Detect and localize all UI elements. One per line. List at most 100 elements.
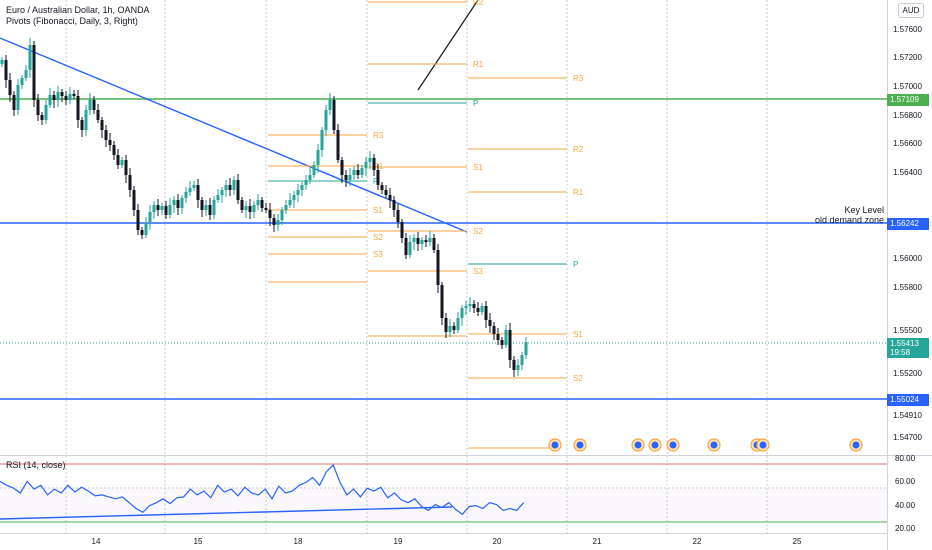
current-price-tag: 1.55413 19:58 (887, 338, 929, 358)
candle-body (276, 220, 280, 225)
time-tick-label: 19 (394, 537, 403, 546)
event-marker-icon (852, 441, 860, 449)
candle-body (288, 200, 292, 205)
rsi-band (0, 488, 887, 522)
candle-body (44, 105, 48, 120)
pivot-label: S3 (473, 267, 483, 276)
candle-body (208, 205, 212, 215)
candle-body (436, 250, 440, 285)
candle-body (236, 180, 240, 200)
currency-button[interactable]: AUD (898, 3, 924, 18)
indicator-title[interactable]: Pivots (Fibonacci, Daily, 3, Right) (6, 16, 138, 26)
candle-body (12, 95, 16, 110)
candle-body (452, 326, 456, 330)
candle-body (28, 45, 32, 70)
candle-body (368, 158, 372, 162)
candle-body (496, 334, 500, 340)
candle-body (120, 160, 124, 165)
candle-body (216, 195, 220, 200)
rsi-tick-label: 60.00 (895, 477, 916, 486)
candle-body (312, 165, 316, 175)
price-tick-label: 1.57200 (893, 53, 922, 62)
candle-body (248, 206, 252, 212)
candle-body (8, 80, 12, 95)
candle-body (52, 95, 56, 100)
pivot-label: P (373, 177, 378, 186)
candle-body (252, 205, 256, 212)
candle-body (284, 205, 288, 210)
rsi-trendline[interactable] (0, 506, 453, 520)
rsi-tick-label: 20.00 (895, 524, 916, 533)
rsi-pane[interactable] (0, 463, 887, 523)
candle-body (240, 200, 244, 210)
price-tick-label: 1.57000 (893, 82, 922, 91)
candlestick-series (0, 38, 528, 377)
price-axis[interactable]: 1.57600 1.57200 1.57000 1.56800 1.56600 1.564… (893, 25, 922, 442)
candle-body (492, 326, 496, 334)
pivot-label: P (473, 99, 478, 108)
candle-body (116, 155, 120, 165)
candle-body (224, 185, 228, 190)
candle-body (32, 45, 36, 100)
candle-body (352, 170, 356, 175)
candle-body (160, 206, 164, 210)
price-tick-label: 1.56400 (893, 168, 922, 177)
rsi-tick-label: 80.00 (895, 454, 916, 463)
candle-body (260, 200, 264, 208)
rsi-label[interactable]: RSI (14, close) (6, 460, 66, 470)
pivot-label: R1 (473, 60, 484, 69)
pivot-label: R3 (373, 131, 384, 140)
candle-body (448, 326, 452, 332)
candle-body (100, 120, 104, 130)
candle-body (164, 206, 168, 215)
symbol-title[interactable]: Euro / Australian Dollar, 1h, OANDA (6, 5, 150, 15)
main-pane[interactable] (0, 0, 887, 455)
rsi-line (0, 463, 525, 516)
candle-body (516, 365, 520, 370)
candle-body (60, 92, 64, 96)
rsi-axis[interactable]: 80.00 60.00 40.00 20.00 (895, 454, 916, 533)
time-axis[interactable]: 14 15 18 19 20 21 22 25 (92, 537, 802, 546)
time-tick-label: 14 (92, 537, 101, 546)
candle-body (228, 185, 232, 190)
candle-body (396, 210, 400, 222)
candle-body (440, 285, 444, 318)
event-marker-icon (634, 441, 642, 449)
candle-body (444, 318, 448, 332)
candle-body (256, 200, 260, 205)
candle-body (504, 330, 508, 345)
event-marker-icon (710, 441, 718, 449)
candle-body (48, 95, 52, 105)
candle-body (156, 205, 160, 210)
pivot-label: R3 (573, 74, 584, 83)
candle-body (4, 60, 8, 80)
candle-body (328, 100, 332, 110)
candle-body (132, 190, 136, 210)
candle-body (456, 318, 460, 330)
candle-body (56, 92, 60, 100)
candle-body (144, 222, 148, 235)
candle-body (184, 192, 188, 198)
candle-body (424, 240, 428, 242)
price-tick-label: 1.55200 (893, 369, 922, 378)
arrow-line[interactable] (417, 0, 479, 91)
candle-body (468, 304, 472, 306)
candle-body (384, 190, 388, 195)
event-marker-icon (576, 441, 584, 449)
candle-body (112, 145, 116, 155)
candle-body (432, 238, 436, 250)
economic-events[interactable] (468, 438, 863, 452)
candle-body (76, 96, 80, 120)
candle-body (520, 355, 524, 365)
session-dividers (65, 0, 768, 533)
bar-countdown: 19:58 (890, 348, 911, 357)
candle-body (404, 238, 408, 255)
candle-body (68, 94, 72, 100)
price-tick-label: 1.56600 (893, 139, 922, 148)
candle-body (212, 200, 216, 215)
key-level-annotation[interactable]: Key Level old demand zone (815, 205, 884, 225)
pivot-label: S2 (373, 233, 383, 242)
candle-body (40, 115, 44, 120)
time-tick-label: 18 (294, 537, 303, 546)
